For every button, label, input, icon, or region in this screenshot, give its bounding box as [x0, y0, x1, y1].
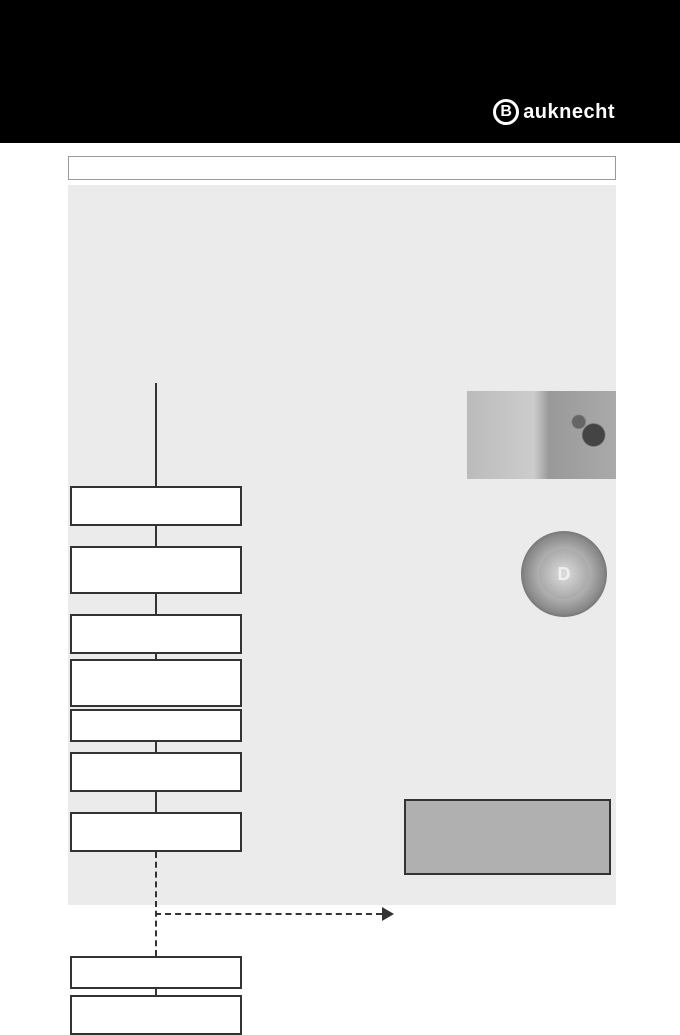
dial-letter: D: [558, 564, 571, 585]
connector-dashed: [155, 913, 382, 915]
flowchart-step: [70, 614, 242, 654]
photo-content: [467, 391, 616, 479]
title-bar: [68, 156, 616, 180]
flowchart-step: [70, 752, 242, 792]
brand-icon-letter: B: [500, 103, 512, 121]
flowchart-step: [70, 546, 242, 594]
rinse-aid-dial: D: [521, 531, 607, 617]
brand-name: auknecht: [523, 101, 615, 124]
flowchart-step: [70, 812, 242, 852]
connector-line: [155, 383, 157, 486]
arrow-head-icon: [382, 907, 394, 921]
component-photo: [467, 391, 616, 479]
page-content: D: [0, 143, 680, 904]
brand-logo: B auknecht: [493, 99, 615, 125]
dial-center: D: [539, 549, 589, 599]
brand-icon: B: [493, 99, 519, 125]
connector-line: [155, 594, 157, 614]
flowchart-step: [70, 709, 242, 742]
flowchart-result: [404, 799, 611, 875]
flowchart-step: [70, 659, 242, 707]
flowchart-step: [70, 995, 242, 1035]
connector-dashed: [155, 852, 157, 956]
flowchart-step: [70, 486, 242, 526]
connector-line: [155, 742, 157, 752]
connector-line: [155, 526, 157, 546]
flowchart-step: [70, 956, 242, 989]
connector-line: [155, 792, 157, 812]
page-header: B auknecht: [0, 0, 680, 143]
